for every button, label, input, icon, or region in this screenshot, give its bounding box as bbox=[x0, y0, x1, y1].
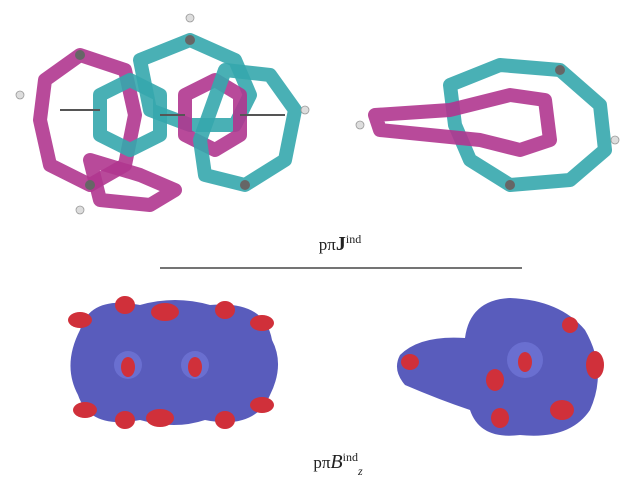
atom bbox=[75, 50, 85, 60]
isosurface bbox=[550, 400, 574, 420]
isosurface bbox=[250, 315, 274, 331]
bottom-label: pπBindz bbox=[313, 450, 363, 478]
isosurface bbox=[73, 402, 97, 418]
atom bbox=[76, 206, 84, 214]
isosurface bbox=[486, 369, 504, 391]
isosurface bbox=[215, 411, 235, 429]
atom bbox=[240, 180, 250, 190]
atom bbox=[356, 121, 364, 129]
atom bbox=[85, 180, 95, 190]
bottom-left-field bbox=[68, 296, 278, 429]
top-right-molecule bbox=[356, 65, 619, 190]
atom bbox=[611, 136, 619, 144]
top-label: pπJind bbox=[319, 232, 361, 255]
label-superscript: ind bbox=[343, 450, 358, 464]
isosurface bbox=[401, 354, 419, 370]
atom bbox=[301, 106, 309, 114]
isosurface bbox=[115, 296, 135, 314]
isosurface bbox=[518, 352, 532, 372]
isosurface bbox=[151, 303, 179, 321]
label-superscript: ind bbox=[346, 232, 361, 246]
isosurface bbox=[146, 409, 174, 427]
top-left-molecule bbox=[16, 14, 309, 214]
ring-current bbox=[375, 95, 550, 150]
label-symbol: J bbox=[336, 233, 346, 255]
atom bbox=[185, 35, 195, 45]
label-prefix: pπ bbox=[313, 453, 331, 472]
ring-current bbox=[90, 160, 175, 205]
isosurface bbox=[491, 408, 509, 428]
isosurface bbox=[250, 397, 274, 413]
label-subscript: z bbox=[357, 464, 363, 478]
label-symbol: B bbox=[330, 451, 342, 473]
isosurface bbox=[562, 317, 578, 333]
isosurface bbox=[586, 351, 604, 379]
ring-current bbox=[450, 65, 605, 185]
isosurface bbox=[115, 411, 135, 429]
isosurface bbox=[188, 357, 202, 377]
atom bbox=[555, 65, 565, 75]
figure: pπJind pπBindz bbox=[0, 0, 625, 486]
bottom-right-field bbox=[397, 298, 604, 436]
atom bbox=[186, 14, 194, 22]
isosurface bbox=[68, 312, 92, 328]
isosurface bbox=[121, 357, 135, 377]
atom bbox=[16, 91, 24, 99]
label-prefix: pπ bbox=[319, 235, 337, 254]
isosurface bbox=[215, 301, 235, 319]
atom bbox=[505, 180, 515, 190]
